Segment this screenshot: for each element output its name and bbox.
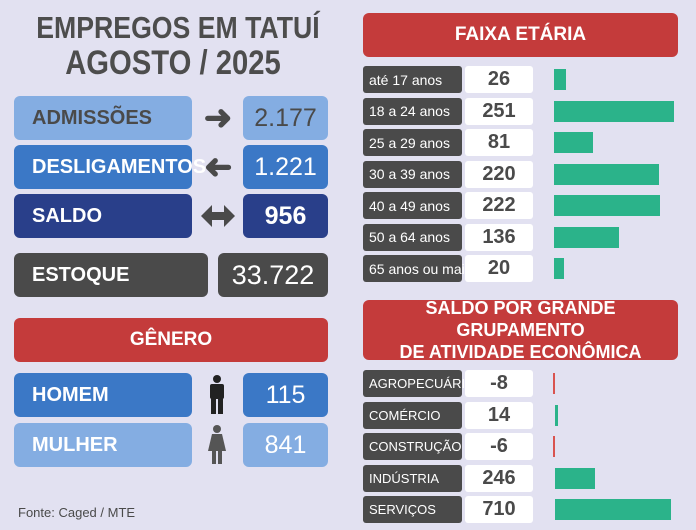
woman-icon [206, 425, 228, 470]
mulher-label: MULHER [14, 423, 192, 467]
faixa-etaria-header: FAIXA ETÁRIA [363, 13, 678, 57]
sector-bar [555, 404, 558, 426]
age-category-label: 65 anos ou mais [363, 255, 472, 282]
age-bar [554, 163, 660, 185]
page-title: EMPREGOS EM TATUÍ [36, 10, 320, 45]
sector-bar [555, 467, 596, 489]
grupamento-header-line1: SALDO POR GRANDE GRUPAMENTO [425, 298, 616, 340]
sector-category-label: AGROPECUÁRIA [363, 370, 474, 397]
desligamentos-value: 1.221 [243, 145, 328, 189]
desligamentos-label: DESLIGAMENTOS [14, 145, 206, 189]
sector-value-label: 14 [465, 401, 533, 429]
age-category-label: 25 a 29 anos [363, 129, 462, 156]
admissoes-value: 2.177 [243, 96, 328, 140]
arrow-left-icon: ➜ [203, 148, 233, 186]
sector-category-label: INDÚSTRIA [363, 464, 462, 492]
age-value-label: 222 [465, 192, 533, 219]
age-bar [554, 258, 564, 279]
sector-category-label: SERVIÇOS [363, 496, 462, 523]
homem-label: HOMEM [14, 373, 192, 417]
age-value-label: 81 [465, 129, 533, 156]
sector-value-label: -6 [465, 433, 533, 460]
age-bar [554, 132, 593, 153]
age-category-label: 40 a 49 anos [363, 192, 462, 219]
genero-header: GÊNERO [14, 318, 328, 362]
admissoes-label: ADMISSÕES [14, 96, 192, 140]
age-bar [554, 195, 661, 216]
sector-bar [555, 499, 671, 520]
age-value-label: 220 [465, 160, 533, 188]
age-value-label: 20 [465, 255, 533, 282]
homem-value: 115 [243, 373, 328, 417]
sector-category-label: COMÉRCIO [363, 401, 462, 429]
saldo-label: SALDO [14, 194, 192, 238]
age-category-label: 50 a 64 anos [363, 223, 462, 251]
man-icon [206, 375, 228, 420]
age-bar [554, 226, 620, 248]
grupamento-header: SALDO POR GRANDE GRUPAMENTO DE ATIVIDADE… [363, 298, 678, 362]
arrow-right-icon: ➜ [203, 99, 233, 137]
age-value-label: 26 [465, 66, 533, 93]
age-value-label: 251 [465, 97, 533, 125]
sector-value-label: -8 [465, 370, 533, 397]
age-category-label: 30 a 39 anos [363, 160, 462, 188]
age-bar [554, 100, 674, 122]
age-category-label: até 17 anos [363, 66, 462, 93]
sector-value-label: 246 [465, 464, 533, 492]
saldo-value: 956 [243, 194, 328, 238]
age-value-label: 136 [465, 223, 533, 251]
age-category-label: 18 a 24 anos [363, 97, 462, 125]
sector-category-label: CONSTRUÇÃO [363, 433, 462, 460]
source-note: Fonte: Caged / MTE [18, 505, 136, 520]
arrow-both-icon [193, 194, 243, 238]
age-bar [554, 69, 567, 90]
estoque-label: ESTOQUE [14, 253, 208, 297]
sector-value-label: 710 [465, 496, 533, 523]
mulher-value: 841 [243, 423, 328, 467]
estoque-value: 33.722 [218, 253, 328, 297]
grupamento-header-line2: DE ATIVIDADE ECONÔMICA [399, 342, 642, 362]
page-subtitle: AGOSTO / 2025 [65, 44, 281, 82]
sector-bar [553, 436, 555, 457]
sector-bar [553, 373, 555, 394]
